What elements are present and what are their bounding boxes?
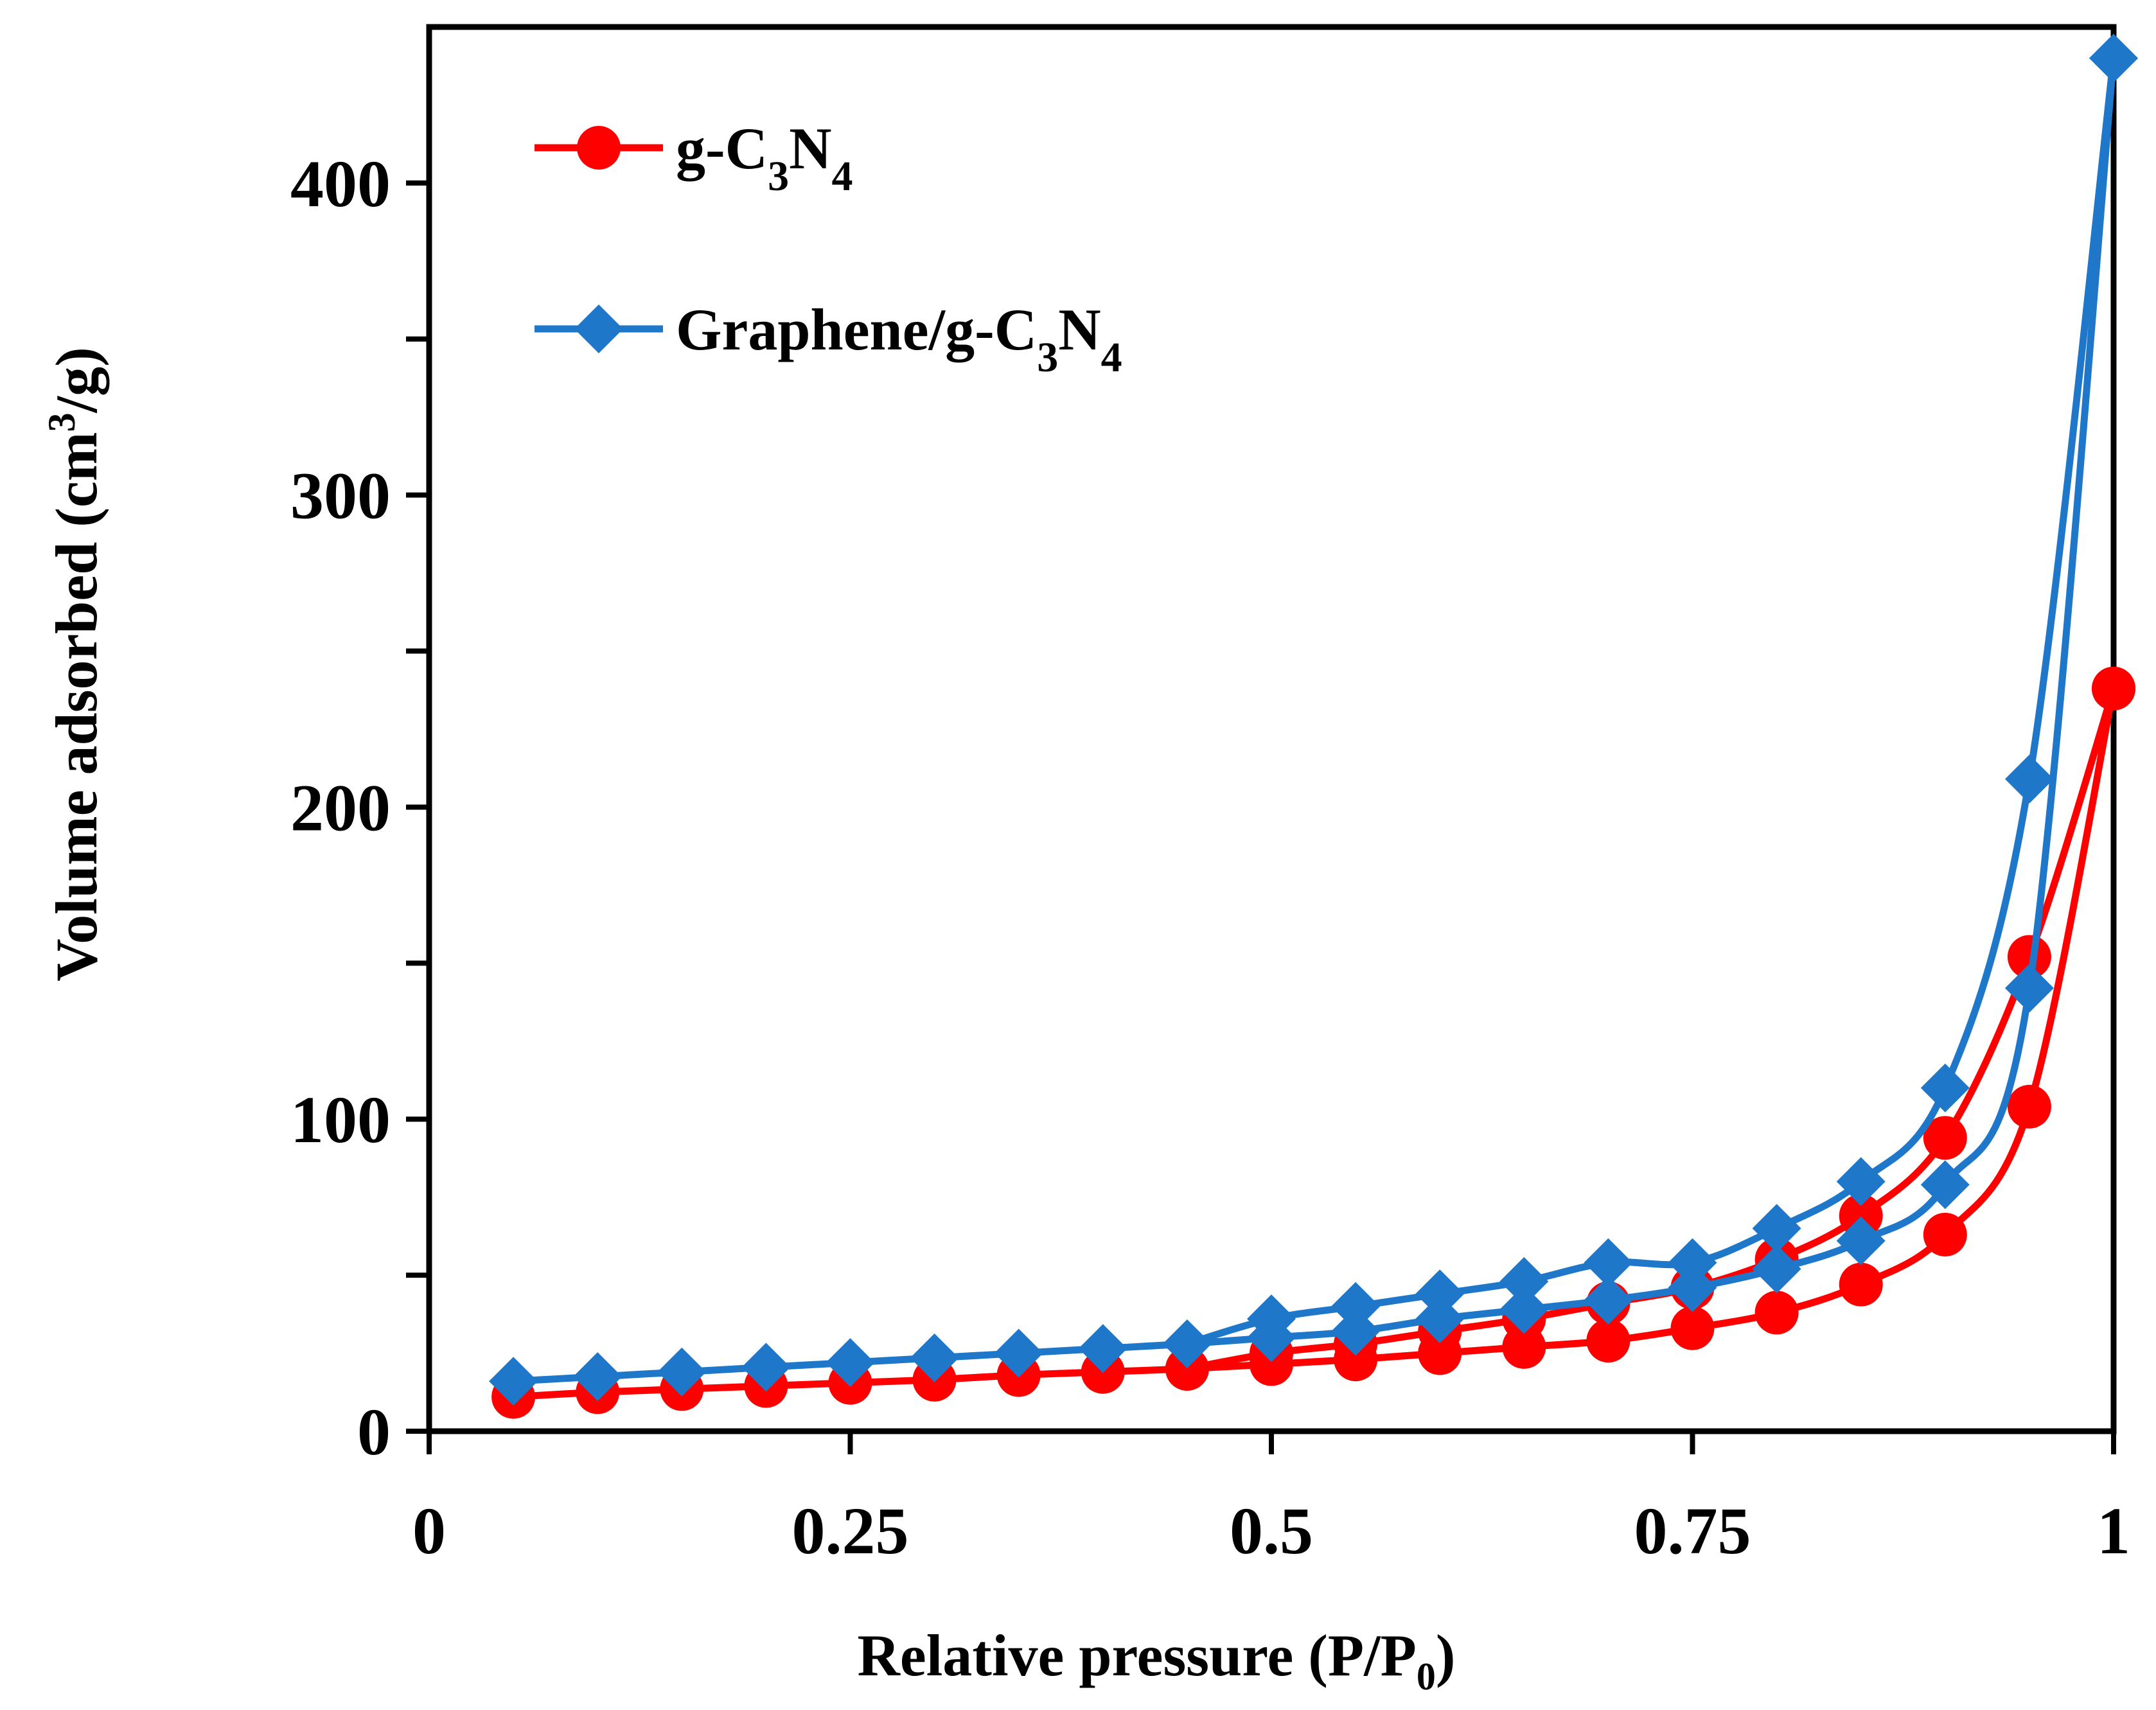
- y-tick-label: 300: [290, 459, 391, 533]
- adsorption-point: [657, 1347, 707, 1397]
- y-tick-label: 200: [290, 771, 391, 845]
- series-g-c3n4: [491, 666, 2135, 1419]
- desorption-point: [1165, 1346, 1209, 1391]
- y-axis-label-main: Volume adsorbed (cm: [44, 432, 109, 981]
- adsorption-point: [489, 1357, 538, 1406]
- legend-item-g-c3n4: g-C3N4: [535, 116, 853, 200]
- adsorption-point: [1331, 1307, 1381, 1356]
- desorption-point: [2089, 33, 2138, 83]
- x-axis-label-main: Relative pressure (P/P: [857, 1623, 1416, 1688]
- desorption-point: [1836, 1157, 1886, 1206]
- adsorption-point: [2004, 964, 2054, 1013]
- adsorption-point: [826, 1338, 875, 1388]
- adsorption-point: [1923, 1212, 1967, 1256]
- desorption-point: [1162, 1319, 1212, 1368]
- x-axis-label-sub: 0: [1417, 1655, 1436, 1698]
- x-tick-label: 0: [412, 1494, 446, 1568]
- x-tick-label: 1: [2097, 1494, 2130, 1568]
- legend-item-graphene-g-c3n4: Graphene/g-C3N4: [535, 297, 1122, 381]
- legend-label-graphene-sub2: 4: [1101, 334, 1122, 381]
- legend-label-graphene-b: N: [1058, 297, 1100, 362]
- desorption-point: [1923, 1116, 1967, 1160]
- series-layer: [489, 33, 2138, 1419]
- adsorption-point: [573, 1352, 623, 1401]
- adsorption-point: [741, 1343, 791, 1392]
- adsorption-point: [1078, 1324, 1127, 1373]
- desorption-point: [1499, 1256, 1549, 1306]
- y-axis-label-sup: 3: [40, 412, 83, 432]
- legend-label-g-c3n4-b: N: [789, 116, 831, 181]
- adsorption-point: [1586, 1319, 1630, 1363]
- adsorption-point: [2007, 1084, 2051, 1129]
- desorption-point: [2004, 754, 2054, 804]
- desorption-point: [2007, 935, 2051, 979]
- x-axis-label: Relative pressure (P/P0): [857, 1623, 1455, 1698]
- x-axis-label-end: ): [1436, 1623, 1456, 1688]
- legend-label-g-c3n4-sub2: 4: [832, 153, 853, 200]
- legend-marker-g-c3n4: [577, 126, 621, 170]
- y-tick-label: 100: [290, 1083, 391, 1157]
- desorption-point: [1331, 1282, 1381, 1331]
- adsorption-point: [1499, 1285, 1549, 1334]
- adsorption-point: [1415, 1294, 1465, 1344]
- desorption-point: [1668, 1238, 1717, 1287]
- adsorption-point: [1752, 1244, 1801, 1294]
- adsorption-point: [1584, 1275, 1633, 1325]
- legend-label-graphene-sub1: 3: [1037, 334, 1058, 381]
- desorption-point: [1920, 1063, 1970, 1113]
- adsorption-point: [1754, 1291, 1799, 1335]
- x-tick-label: 0.75: [1634, 1494, 1751, 1568]
- x-tick-label: 0.25: [792, 1494, 909, 1568]
- legend-label-graphene-g-c3n4: Graphene/g-C3N4: [676, 297, 1122, 381]
- adsorption-point: [910, 1333, 959, 1382]
- desorption-point: [1839, 1194, 1883, 1238]
- adsorption-point: [1836, 1216, 1886, 1265]
- adsorption-point: [994, 1328, 1043, 1378]
- y-tick-label: 0: [357, 1395, 391, 1469]
- legend-marker-graphene-g-c3n4: [574, 304, 623, 353]
- legend-label-graphene-a: Graphene/g-C: [676, 297, 1037, 362]
- axis-ticks: 0 0.25 0.5 0.75 1 0 100 200 300 400: [290, 147, 2130, 1568]
- y-tick-label: 400: [290, 147, 391, 221]
- desorption-point: [1752, 1204, 1801, 1253]
- desorption-point: [1584, 1238, 1633, 1287]
- desorption-point: [2092, 666, 2135, 710]
- y-axis-label: Volume adsorbed (cm3/g): [40, 347, 109, 981]
- legend-label-g-c3n4-a: g-C: [676, 116, 768, 181]
- y-axis-label-end: /g): [44, 347, 109, 413]
- series-graphene-g-c3n4: [489, 33, 2138, 1406]
- legend-label-g-c3n4-sub1: 3: [768, 153, 789, 200]
- legend-label-g-c3n4: g-C3N4: [676, 116, 853, 200]
- desorption-point: [1415, 1269, 1465, 1319]
- adsorption-point: [1670, 1306, 1715, 1350]
- desorption-point: [1247, 1294, 1296, 1344]
- adsorption-point: [1668, 1263, 1717, 1312]
- x-tick-label: 0.5: [1230, 1494, 1313, 1568]
- adsorption-point: [1839, 1262, 1883, 1307]
- adsorption-point: [1920, 1160, 1970, 1210]
- legend: g-C3N4 Graphene/g-C3N4: [535, 116, 1122, 381]
